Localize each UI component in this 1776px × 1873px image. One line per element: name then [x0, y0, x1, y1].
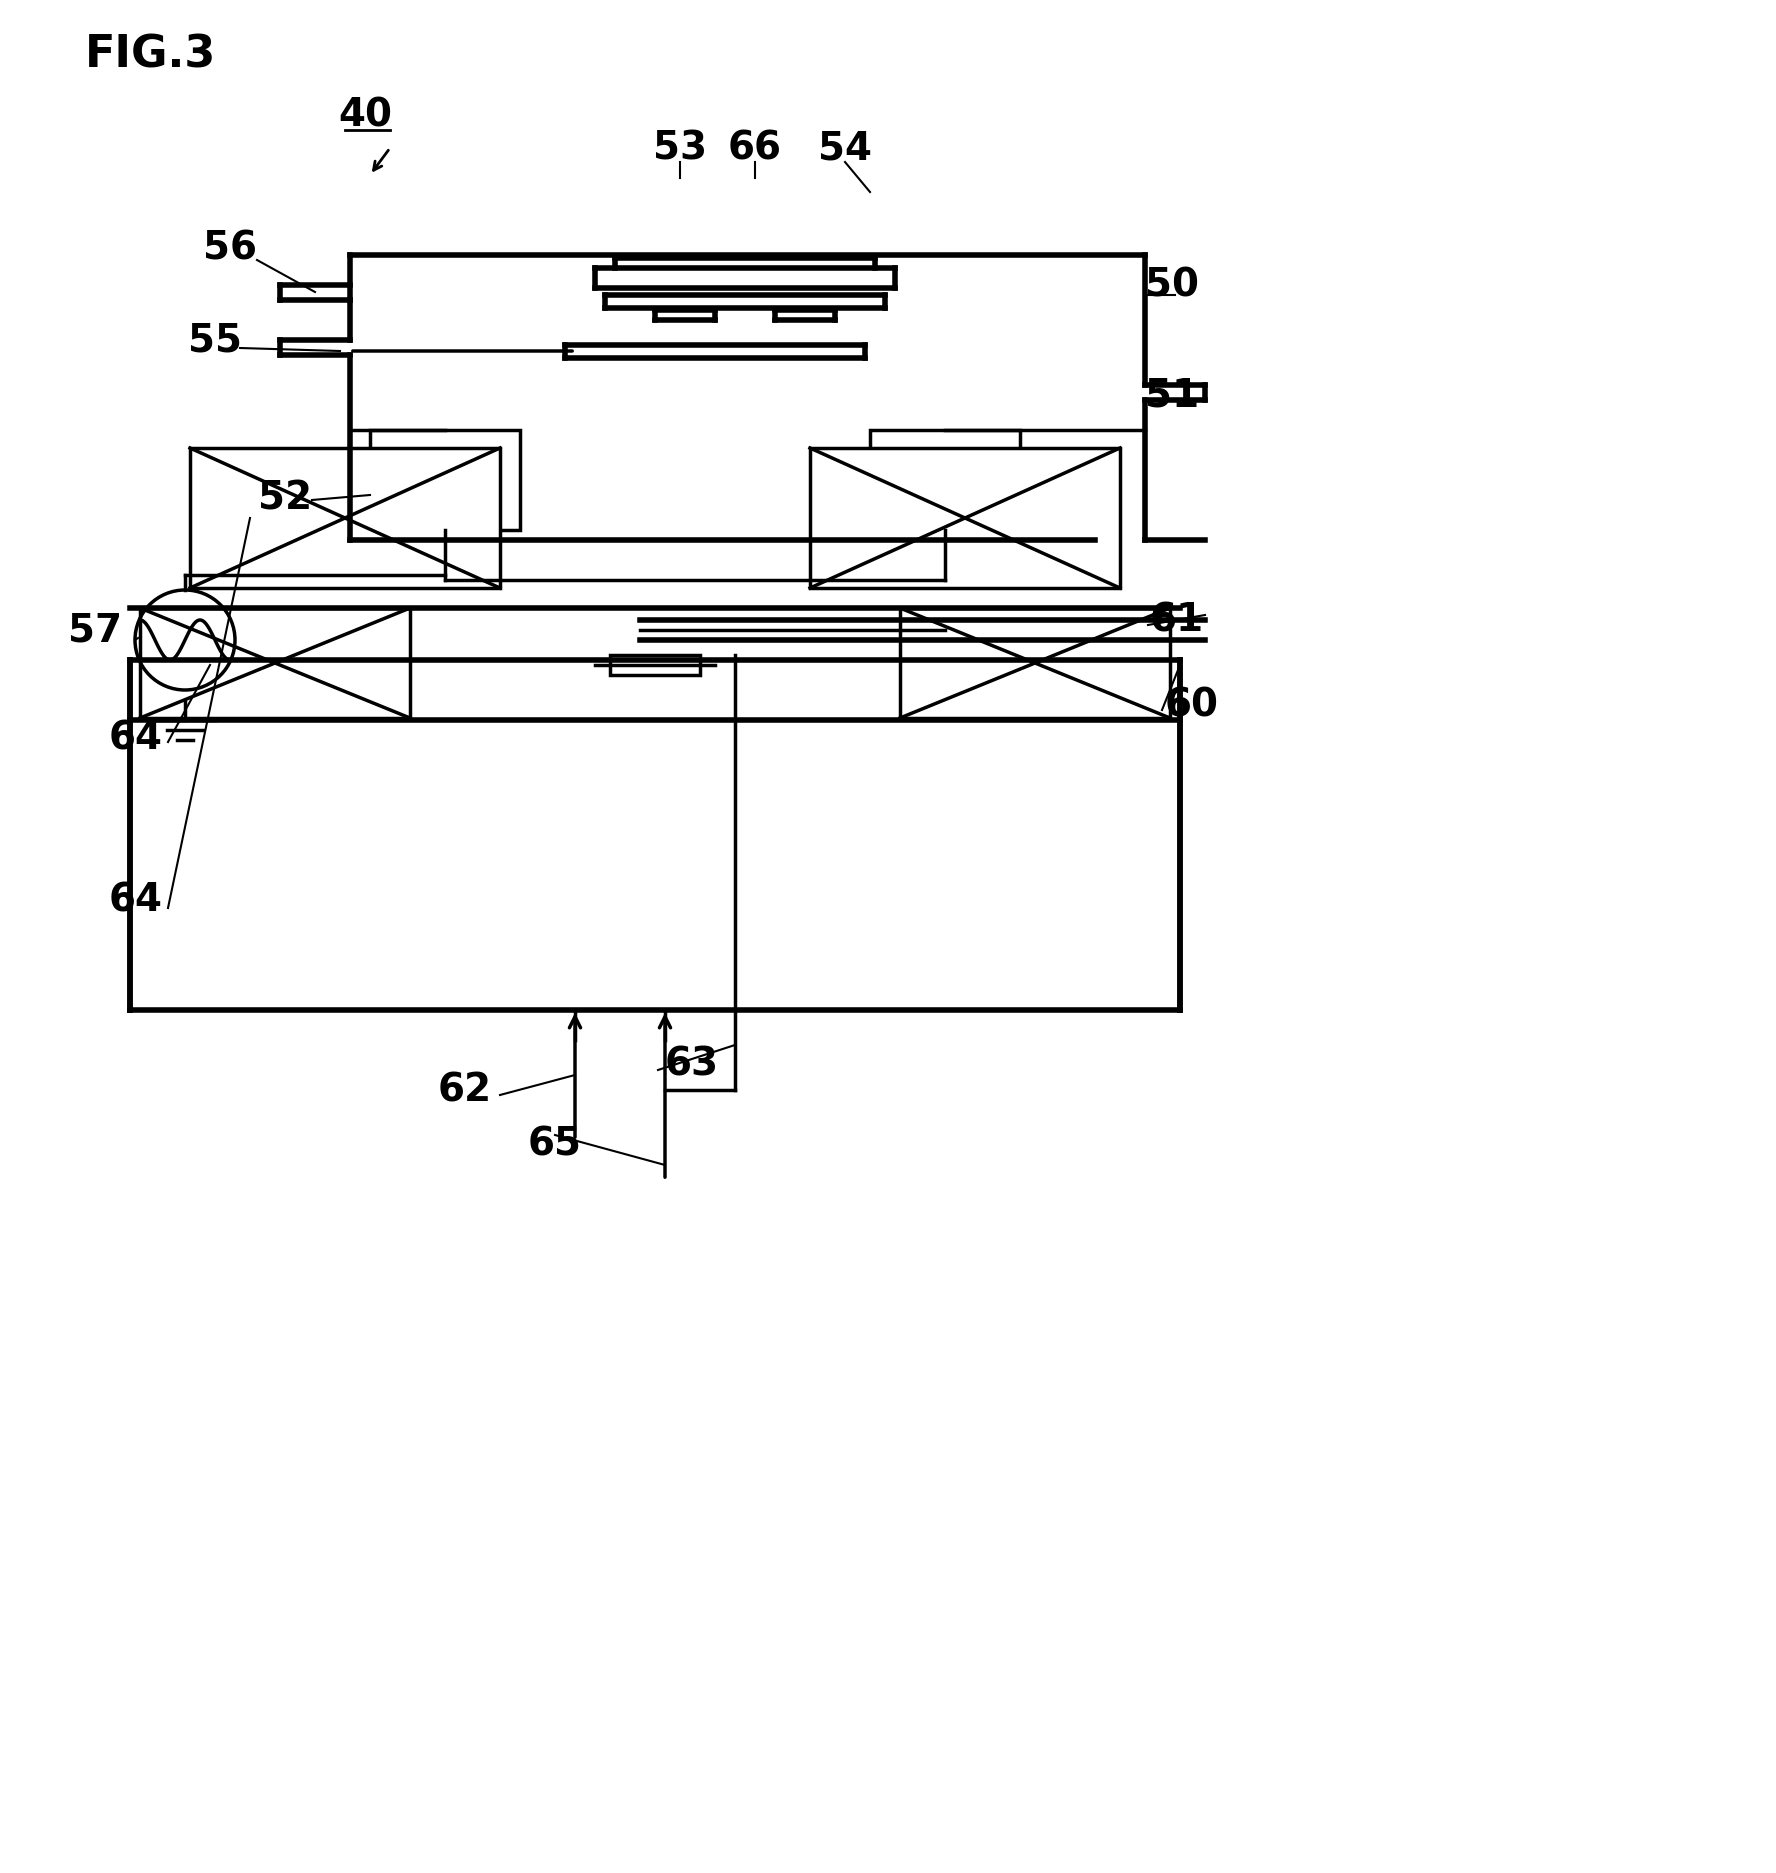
Text: 62: 62	[439, 1071, 492, 1109]
FancyBboxPatch shape	[140, 609, 410, 717]
Text: 55: 55	[188, 320, 242, 360]
FancyBboxPatch shape	[870, 431, 1019, 530]
Text: 63: 63	[664, 1045, 719, 1084]
Text: 50: 50	[1146, 266, 1199, 303]
FancyBboxPatch shape	[810, 448, 1121, 588]
Text: 56: 56	[202, 229, 258, 268]
Text: 66: 66	[728, 129, 781, 167]
FancyBboxPatch shape	[190, 448, 501, 588]
Text: 65: 65	[527, 1126, 583, 1163]
Text: 54: 54	[819, 129, 872, 167]
Text: 52: 52	[258, 479, 313, 517]
Text: 40: 40	[337, 96, 392, 135]
FancyBboxPatch shape	[900, 609, 1170, 717]
Text: 64: 64	[108, 719, 163, 757]
Text: FIG.3: FIG.3	[85, 34, 217, 77]
Text: 53: 53	[654, 129, 707, 167]
FancyBboxPatch shape	[369, 431, 520, 530]
Text: 57: 57	[67, 611, 123, 650]
Text: 64: 64	[108, 880, 163, 920]
Text: 60: 60	[1165, 686, 1218, 725]
Text: 51: 51	[1146, 376, 1199, 414]
Text: 61: 61	[1151, 601, 1204, 639]
FancyBboxPatch shape	[609, 656, 700, 674]
